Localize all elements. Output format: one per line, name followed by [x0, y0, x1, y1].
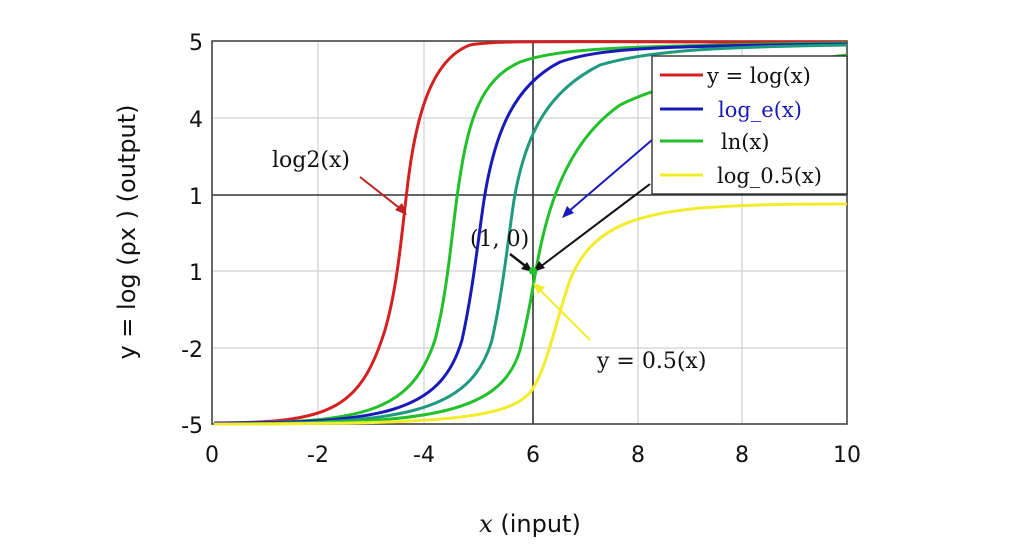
- svg-text:8: 8: [735, 443, 749, 468]
- curve-blue: [213, 42, 848, 425]
- svg-text:6: 6: [526, 443, 540, 468]
- legend: y = log(x) log_e(x) ln(x) log_0.5(x): [651, 55, 848, 195]
- svg-text:1: 1: [189, 185, 203, 210]
- svg-text:-2: -2: [307, 443, 329, 468]
- svg-text:0: 0: [205, 443, 219, 468]
- svg-text:10: 10: [833, 443, 861, 468]
- annotation-point: (1, 0): [470, 227, 529, 252]
- svg-text:4: 4: [189, 108, 203, 133]
- annotation-log2: log2(x): [272, 148, 350, 173]
- legend-item-log: y = log(x): [706, 64, 811, 88]
- y-tick-labels: 5 4 1 1 -2 -5: [181, 31, 203, 439]
- curve-red: [213, 40, 848, 425]
- curve-yellow: [213, 202, 848, 426]
- svg-text:-2: -2: [181, 338, 203, 363]
- svg-text:-4: -4: [413, 443, 435, 468]
- legend-item-ln: ln(x): [721, 130, 769, 154]
- y-axis-label: y = log (ρx ) (output): [113, 104, 141, 359]
- curve-teal: [213, 43, 848, 426]
- axes-lines: [212, 41, 847, 424]
- annotation-y05: y = 0.5(x): [596, 349, 706, 374]
- x-tick-labels: 0 -2 -4 6 8 8 10: [205, 443, 861, 468]
- svg-text:5: 5: [189, 31, 203, 56]
- legend-item-loge: log_e(x): [718, 98, 802, 122]
- x-axis-label: x (input): [479, 510, 581, 538]
- annotation-arrows: [359, 139, 653, 341]
- svg-text:8: 8: [631, 443, 645, 468]
- highlight-point: [529, 267, 537, 275]
- curve-green-1: [213, 41, 848, 425]
- legend-item-log05: log_0.5(x): [717, 164, 822, 188]
- svg-text:1: 1: [189, 261, 203, 286]
- svg-text:-5: -5: [181, 414, 203, 439]
